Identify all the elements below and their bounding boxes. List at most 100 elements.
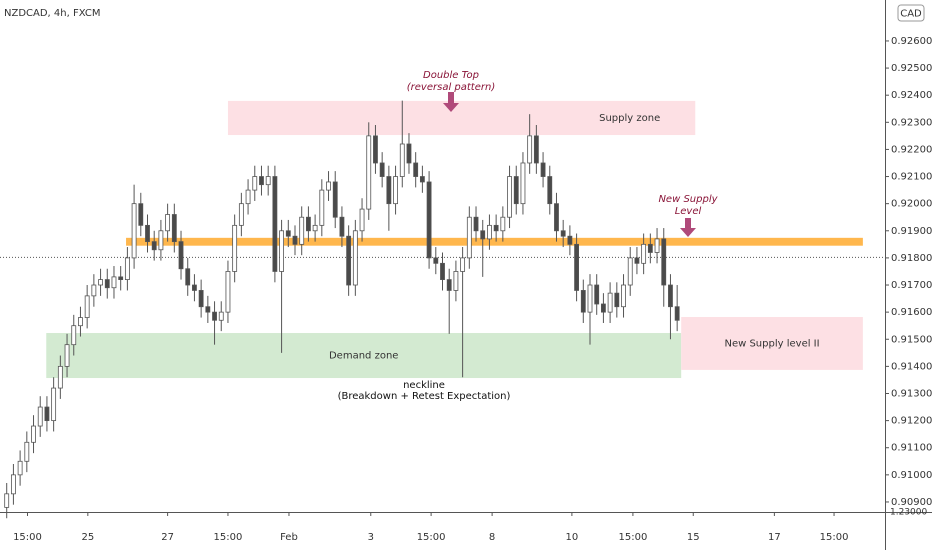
candle-body [285,230,291,237]
candle-body [621,284,626,308]
candle-body [440,262,445,280]
candle-body [627,257,633,286]
candle-body [171,214,177,243]
candle-body [91,284,97,297]
candle-body [57,365,63,389]
candle-body [614,292,620,308]
candle-body [560,230,566,237]
candle-body [225,271,231,313]
candle-body [252,176,258,191]
candle-body [520,162,526,205]
x-tick-label: 27 [161,532,174,543]
x-tick-label: 15:00 [618,532,647,543]
candle-body [111,276,117,289]
candle-body [654,238,660,253]
candle-body [533,135,539,164]
candle-body [44,406,50,422]
candle-body [192,284,197,291]
candle-body [399,143,405,177]
y-tick-label: 0.91300 [891,388,932,399]
y-tick-label: 0.92200 [891,144,932,155]
candle-body [393,176,398,205]
plot: Supply zone Demand zone New Supply level I… [0,100,885,519]
candle-body [487,224,492,240]
candle-body [185,268,191,286]
note-double-top: (reversal pattern) [407,82,495,93]
y-tick-label: 0.91400 [891,361,932,372]
y-tick-label: 0.91200 [891,416,932,427]
candle-body [292,235,298,245]
candle-body [178,241,184,270]
candle-body [480,230,486,240]
candle-body [312,224,318,232]
zone-label: Supply zone [599,113,660,124]
candle-body [10,474,16,495]
y-tick-label: 0.92500 [891,63,932,74]
x-tick-label: Feb [280,532,298,543]
candle-body [299,216,305,245]
candle-body [118,276,124,280]
x-tick-label: 10 [566,532,579,543]
candle-body [366,135,372,210]
candle-body [31,425,36,443]
candle-body [78,317,83,327]
candle-body [527,135,533,164]
candle-body [64,344,70,367]
x-tick-label: 15:00 [214,532,243,543]
x-tick-label: 15 [687,532,700,543]
candle-body [493,224,499,232]
candle-body [513,176,519,205]
arrow-new-supply [680,218,696,237]
candle-body [386,176,392,205]
x-tick-label: 15:00 [820,532,849,543]
candle-body [265,176,271,186]
note-new-supply: Level [675,206,702,217]
candle-body [587,284,593,313]
candle-body [379,162,385,177]
candle-body [413,162,419,177]
y-tick-label: 0.92400 [891,90,932,101]
candle-body [647,243,653,253]
candle-body [433,257,439,264]
y-tick-label: 0.92100 [891,172,932,183]
candle-body [17,460,23,476]
candle-body [145,224,150,243]
x-tick-label: 15:00 [13,532,42,543]
y-tick-label: 0.91100 [891,443,932,454]
candle-body [24,441,30,462]
candle-body [540,162,546,177]
candle-body [674,306,680,321]
candle-body [574,243,580,291]
arrow-double-top [443,92,459,112]
candle-body [245,189,251,205]
candle-body [453,271,459,291]
candle-body [346,235,352,286]
candle-body [319,189,325,226]
y-tick-label: 0.90900 [891,497,932,508]
candle-body [359,208,365,232]
candle-body [279,230,285,272]
candle-body [473,216,479,232]
candle-body [668,284,673,308]
candle-body [205,306,211,313]
candle-body [500,216,506,232]
currency-badge[interactable] [897,4,925,22]
y-tick-label: 0.92000 [891,199,932,210]
candle-body [352,230,358,286]
zone [227,100,696,136]
y-tick-label: 0.91000 [891,470,932,481]
x-tick-label: 25 [81,532,94,543]
candle-body [305,216,311,232]
candle-body [37,406,43,427]
note-new-supply: New Supply [658,194,718,205]
candle-body [71,325,77,346]
candle-body [232,224,238,272]
candle-body [98,279,103,286]
candle-body [332,181,338,218]
candle-body [104,279,110,289]
candle-body [580,290,586,313]
chart-title: NZDCAD, 4h, FXCM [4,8,100,19]
candle-body [419,176,425,183]
